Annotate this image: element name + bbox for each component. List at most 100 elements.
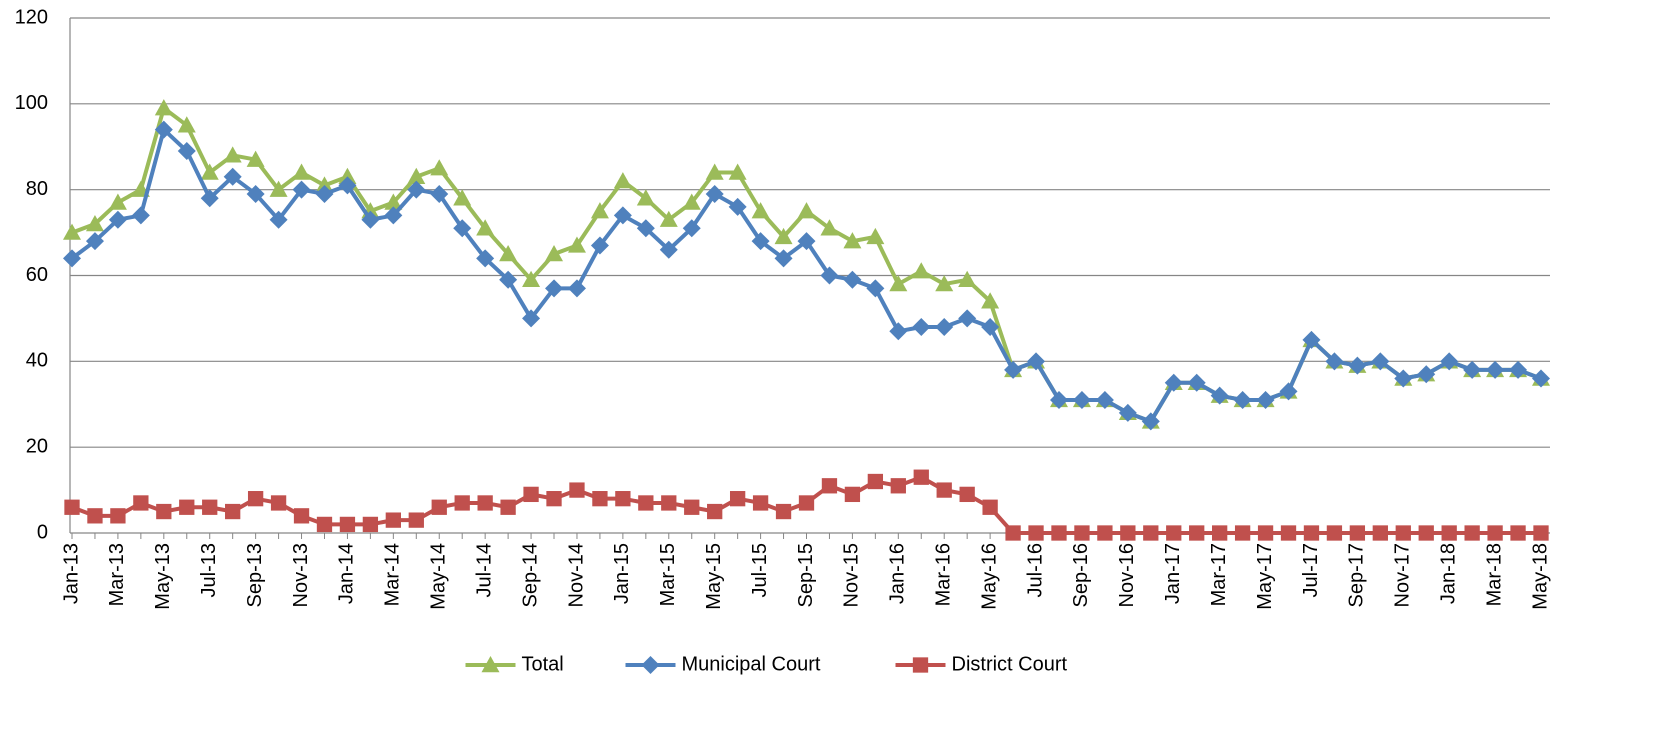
data-point xyxy=(774,249,793,268)
data-point xyxy=(247,491,264,507)
data-point xyxy=(1463,360,1482,379)
data-point xyxy=(1027,352,1046,371)
data-point xyxy=(705,163,724,180)
data-point xyxy=(1210,386,1229,405)
legend-label: Municipal Court xyxy=(682,653,821,675)
data-point xyxy=(1510,525,1526,541)
x-tick-label: May-18 xyxy=(1529,543,1551,610)
data-point xyxy=(133,495,149,511)
data-point xyxy=(659,210,678,227)
data-point xyxy=(1487,525,1503,541)
data-point xyxy=(1074,525,1090,541)
data-point xyxy=(200,163,219,180)
x-tick-label: Mar-13 xyxy=(106,543,128,606)
data-point xyxy=(1004,360,1023,379)
data-point xyxy=(246,184,265,203)
data-point xyxy=(292,163,311,180)
data-point xyxy=(453,189,472,206)
data-point xyxy=(1097,525,1113,541)
x-tick-label: May-16 xyxy=(978,543,1000,610)
x-tick-label: Jan-17 xyxy=(1162,543,1184,604)
data-point xyxy=(1212,525,1228,541)
data-point xyxy=(545,279,564,298)
data-point xyxy=(1325,352,1344,371)
data-point xyxy=(889,322,908,341)
data-point xyxy=(1303,525,1320,541)
x-tick-label: Jul-17 xyxy=(1300,543,1322,597)
x-tick-label: Jan-18 xyxy=(1437,543,1459,604)
data-point xyxy=(1164,373,1183,392)
data-point xyxy=(522,309,541,328)
data-point xyxy=(1233,390,1252,409)
legend-label: Total xyxy=(522,653,564,675)
data-point xyxy=(661,495,677,511)
x-tick-label: May-14 xyxy=(428,543,450,610)
x-tick-label: Sep-13 xyxy=(244,543,266,608)
x-tick-label: Jan-16 xyxy=(887,543,909,604)
data-point xyxy=(705,184,724,203)
data-point xyxy=(1143,525,1159,541)
y-tick-label: 120 xyxy=(15,6,48,28)
data-point xyxy=(659,240,678,259)
x-tick-label: Mar-15 xyxy=(657,543,679,606)
data-point xyxy=(958,309,977,328)
data-point xyxy=(752,495,769,511)
legend-label: District Court xyxy=(952,653,1068,675)
data-point xyxy=(615,491,631,507)
data-point xyxy=(567,236,586,253)
data-point xyxy=(935,275,954,292)
data-point xyxy=(293,508,310,524)
x-tick-label: Nov-14 xyxy=(565,543,587,607)
data-point xyxy=(982,499,998,515)
data-point xyxy=(156,503,172,520)
data-point xyxy=(682,193,701,210)
data-point xyxy=(1349,525,1366,541)
marker xyxy=(641,656,660,674)
data-point xyxy=(1486,360,1505,379)
data-point xyxy=(87,508,103,524)
series-line xyxy=(71,106,1542,424)
marker xyxy=(481,656,500,673)
data-point xyxy=(958,270,977,287)
data-point xyxy=(131,206,150,225)
data-point xyxy=(85,215,104,232)
data-point xyxy=(1051,525,1067,541)
x-tick-label: Sep-14 xyxy=(519,543,541,608)
data-point xyxy=(154,120,173,139)
data-point xyxy=(1371,352,1390,371)
data-point xyxy=(223,167,242,186)
data-point xyxy=(889,275,908,292)
data-point xyxy=(820,266,839,285)
legend-item: Total xyxy=(465,653,564,675)
x-tick-label: Jan-14 xyxy=(336,543,358,604)
data-point xyxy=(590,236,609,255)
x-tick-label: Nov-13 xyxy=(290,543,312,607)
data-point xyxy=(569,482,585,498)
data-point xyxy=(338,167,357,184)
data-point xyxy=(225,503,241,520)
data-point xyxy=(269,210,288,229)
data-point xyxy=(797,202,816,219)
x-tick-label: Jan-13 xyxy=(60,543,82,604)
x-tick-label: Mar-16 xyxy=(933,543,955,606)
data-point xyxy=(202,499,218,515)
data-point xyxy=(200,189,219,208)
x-tick-label: May-13 xyxy=(152,543,174,610)
data-point xyxy=(1302,330,1321,349)
data-point xyxy=(407,167,426,184)
data-point xyxy=(636,219,655,238)
y-tick-label: 100 xyxy=(15,92,48,114)
data-point xyxy=(684,499,700,515)
x-tick-label: Jul-15 xyxy=(749,543,771,597)
data-point xyxy=(981,318,1000,336)
data-point xyxy=(774,227,793,245)
data-point xyxy=(821,478,838,494)
y-tick-label: 40 xyxy=(26,350,48,372)
data-point xyxy=(843,232,862,249)
data-point xyxy=(1441,525,1457,541)
data-point xyxy=(890,478,906,494)
data-point xyxy=(1187,373,1206,392)
data-point xyxy=(867,473,884,490)
data-point xyxy=(1095,390,1114,409)
